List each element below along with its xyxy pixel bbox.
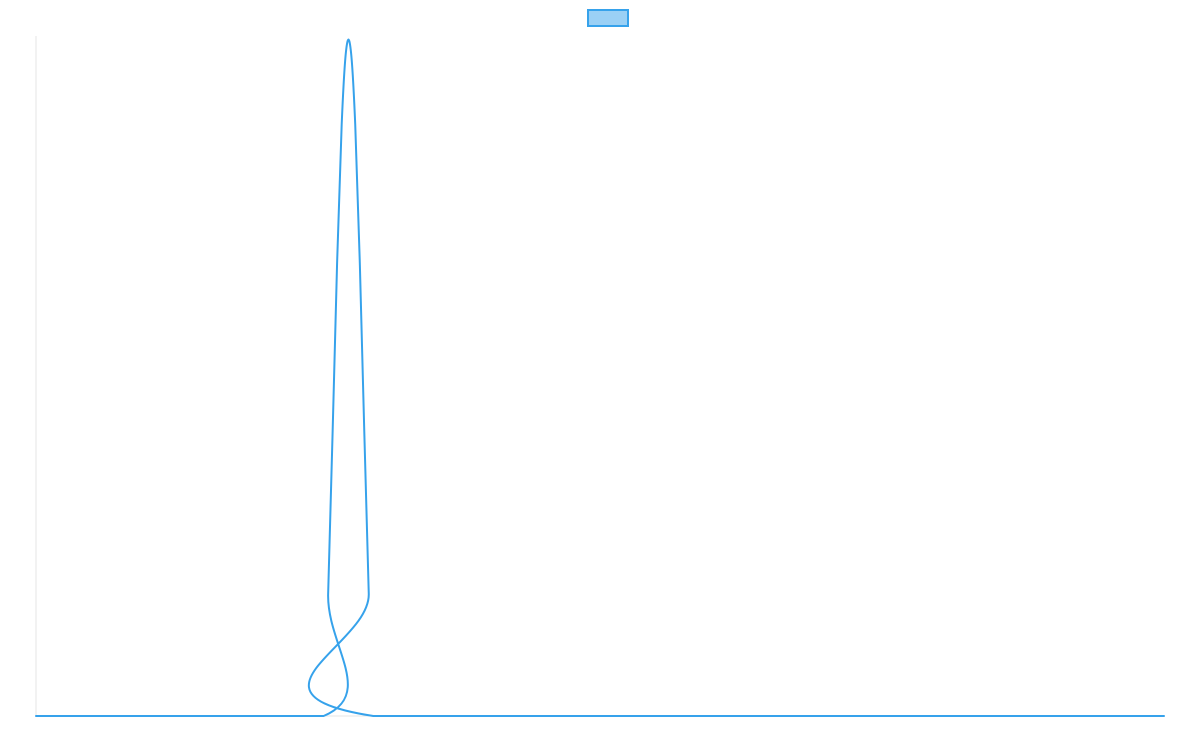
series-layer [35, 38, 1165, 718]
series-line[interactable] [35, 38, 1165, 718]
legend-swatch[interactable] [587, 9, 629, 27]
legend [587, 9, 629, 27]
axes [35, 36, 1164, 717]
